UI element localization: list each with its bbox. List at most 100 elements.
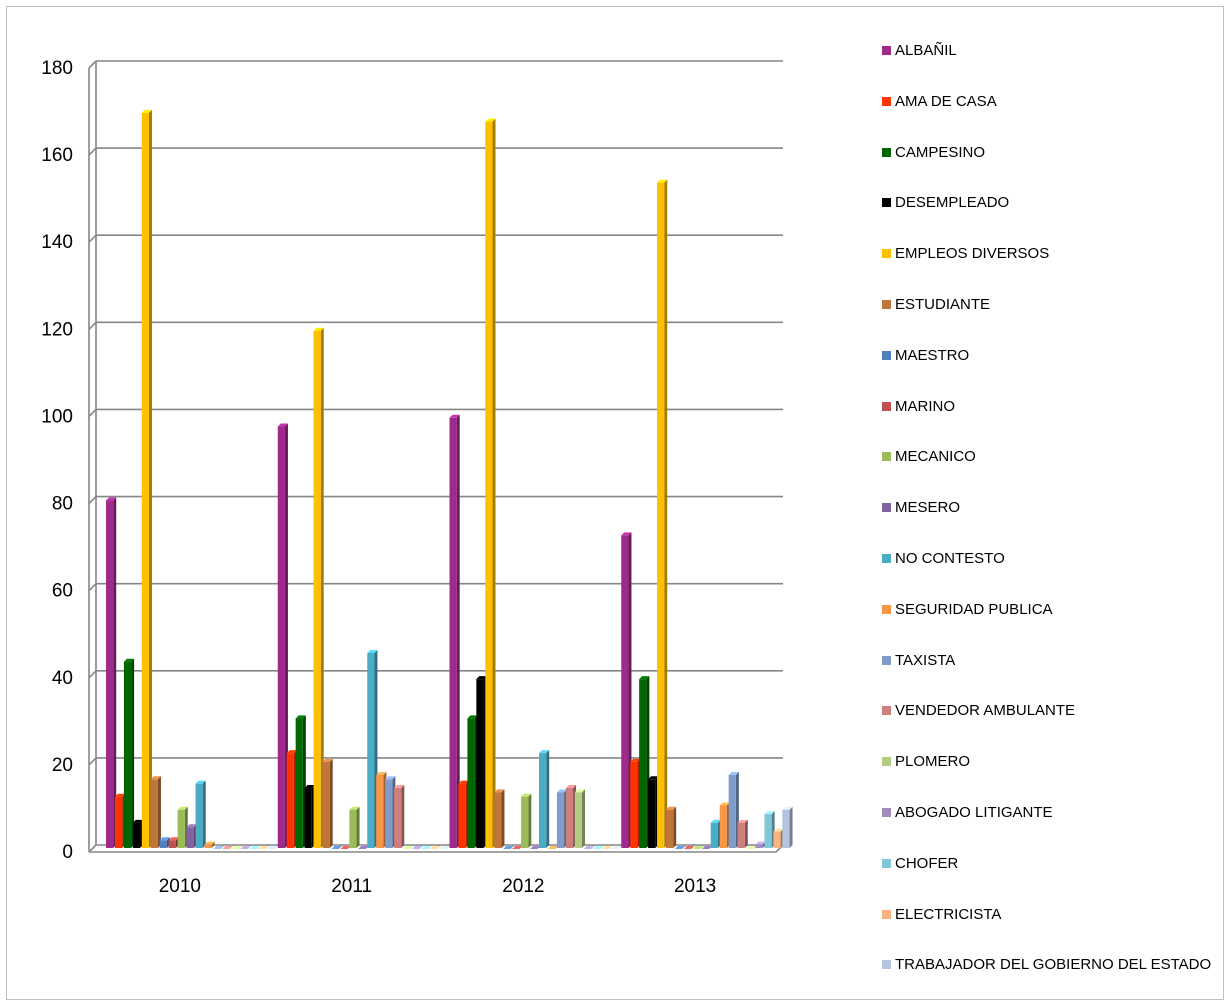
legend-label: ESTUDIANTE (895, 296, 991, 313)
bar (313, 327, 324, 848)
legend-swatch (882, 554, 891, 563)
bar (601, 845, 612, 849)
x-tick-label: 2010 (159, 876, 201, 897)
bar (249, 845, 260, 849)
legend-label: ELECTRICISTA (895, 905, 1002, 923)
bar (503, 845, 514, 849)
gridline-side (88, 321, 97, 330)
bar (719, 802, 730, 848)
bar (420, 845, 432, 849)
bar (168, 837, 179, 848)
bar (403, 845, 414, 849)
legend-label: DESEMPLEADO (895, 194, 1010, 212)
legend-item: MAESTRO (882, 346, 1225, 365)
bar (773, 828, 784, 848)
legend-swatch (882, 909, 891, 919)
legend-swatch (882, 96, 891, 106)
x-tick-label: 2012 (502, 876, 544, 897)
bar (639, 676, 650, 848)
bar (458, 780, 469, 848)
bar (213, 845, 224, 849)
legend-swatch (882, 46, 891, 55)
legend-label: CAMPESINO (895, 143, 986, 161)
legend-item: CHOFER (882, 854, 1225, 873)
y-tick-label: 100 (41, 406, 73, 427)
gridline-side (88, 60, 97, 69)
y-tick-label: 40 (52, 668, 73, 689)
legend-label: NO CONTESTO (895, 550, 1005, 567)
x-tick-label: 2013 (674, 876, 716, 897)
legend-swatch (882, 655, 891, 665)
gridline-side (88, 495, 97, 505)
legend-label: ALBAÑIL (895, 42, 957, 59)
legend-item: MARINO (882, 397, 1225, 416)
bar (367, 650, 378, 848)
legend-swatch (882, 604, 891, 614)
legend-label: ABOGADO LITIGANTE (895, 804, 1053, 821)
bar (565, 785, 577, 848)
bar (132, 819, 144, 848)
legend-item: TRABAJADOR DEL GOBIERNO DEL ESTADO (882, 955, 1215, 974)
bar (331, 845, 342, 849)
y-tick-label: 120 (41, 319, 73, 340)
bar (258, 845, 269, 849)
y-tick-label: 0 (62, 842, 73, 863)
legend-swatch (882, 503, 891, 513)
chart-plot: 0 20 40 60 80 100 120 140 160 180 2010 2011 2012 2013 (41, 58, 793, 897)
legend-swatch (882, 198, 891, 208)
gridline-side (88, 147, 97, 156)
bar (648, 776, 659, 848)
legend-swatch (882, 858, 891, 868)
gridline-side (88, 844, 97, 853)
bar (674, 845, 686, 849)
legend-label: AMA DE CASA (895, 92, 997, 110)
legend-item: MESERO (882, 498, 1225, 517)
bar (141, 109, 152, 848)
bar (106, 497, 117, 848)
bar (385, 776, 396, 848)
bar (177, 806, 188, 848)
bar (521, 793, 532, 848)
bar (755, 841, 766, 848)
bar (683, 845, 695, 849)
bar (429, 845, 441, 849)
legend-item: NO CONTESTO (882, 549, 1225, 568)
legend-item: CAMPESINO (882, 143, 1225, 162)
bar (240, 845, 251, 849)
y-tick-label: 180 (41, 58, 73, 79)
bar (476, 676, 487, 848)
bar (782, 806, 793, 848)
legend-label: CHOFER (895, 854, 959, 872)
legend-label: TAXISTA (895, 651, 956, 669)
y-tick-label: 140 (41, 232, 73, 253)
bar (583, 845, 594, 849)
bar (556, 789, 568, 848)
y-tick-label: 160 (41, 145, 73, 166)
legend-item: ALBAÑIL (882, 41, 1225, 60)
legend-label: MESERO (895, 499, 961, 517)
bar (485, 118, 496, 849)
x-tick-label: 2011 (331, 876, 372, 897)
bar (449, 414, 460, 848)
legend-item: ESTUDIANTE (882, 295, 1225, 314)
bar (267, 845, 278, 849)
bar (150, 776, 161, 848)
bar (186, 824, 197, 848)
legend-item: PLOMERO (882, 752, 1225, 771)
legend-swatch (882, 147, 891, 157)
bar (692, 845, 704, 849)
legend-item: MECANICO (882, 447, 1225, 466)
legend-label: MECANICO (895, 448, 976, 466)
bar (657, 179, 668, 849)
legend-item: DESEMPLEADO (882, 193, 1225, 212)
gridline-side (88, 670, 97, 679)
bar (195, 780, 206, 848)
bar (438, 845, 450, 849)
bar (621, 532, 632, 848)
bar (467, 715, 478, 848)
legend-item: VENDEDOR AMBULANTE (882, 701, 1225, 720)
bar (222, 845, 233, 849)
legend-label: EMPLEOS DIVERSOS (895, 245, 1050, 263)
y-tick-label: 80 (52, 494, 73, 515)
legend-label: TRABAJADOR DEL GOBIERNO DEL ESTADO (895, 956, 1212, 974)
